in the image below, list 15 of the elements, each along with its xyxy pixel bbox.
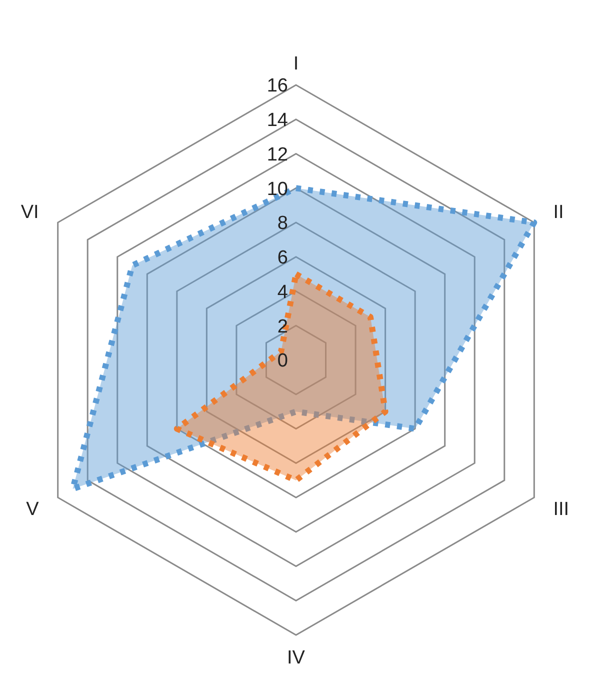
spoke-label: VI [20,202,39,224]
y-tick-label: 2 [277,316,288,338]
y-tick-label: 8 [277,213,288,234]
spoke-label: II [553,202,564,224]
y-tick-label: 16 [266,76,288,97]
spoke-label: III [553,499,570,520]
y-tick-label: 10 [266,178,288,200]
y-tick-label: 4 [277,282,288,303]
y-tick-label: 12 [266,144,288,166]
y-tick-label: 14 [266,110,288,132]
spoke-label: I [293,54,299,75]
y-tick-label: 6 [277,248,288,269]
spoke-label: IV [287,648,306,669]
y-tick-label: 0 [277,350,288,372]
spoke-label: V [26,499,40,520]
